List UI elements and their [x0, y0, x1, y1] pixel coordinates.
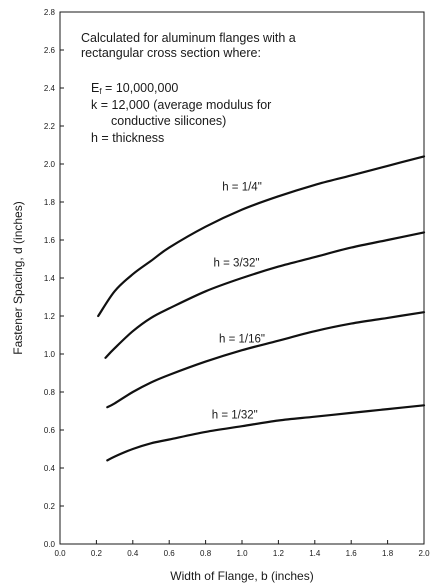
annotation-line-1: Calculated for aluminum flanges with a	[81, 31, 296, 45]
y-tick-label: 2.6	[44, 46, 56, 55]
annotation-k: k = 12,000 (average modulus for	[91, 98, 271, 112]
x-axis-ticks: 0.0 0.2 0.4 0.6 0.8 1.0 1.2 1.4 1.6 1.8 2.0	[54, 540, 430, 558]
y-tick-label: 1.4	[44, 274, 56, 283]
series-curves	[97, 155, 426, 462]
x-axis-label: Width of Flange, b (inches)	[170, 569, 313, 583]
y-tick-label: 0.4	[44, 464, 56, 473]
x-tick-label: 0.4	[127, 549, 139, 558]
y-tick-label: 1.6	[44, 236, 56, 245]
y-tick-label: 0.6	[44, 426, 56, 435]
y-tick-label: 2.8	[44, 8, 56, 17]
series-label-4: h = 1/32"	[212, 410, 258, 422]
x-tick-label: 1.0	[236, 549, 248, 558]
annotation-ef: Ef = 10,000,000	[91, 81, 178, 96]
y-tick-label: 2.2	[44, 122, 56, 131]
y-tick-label: 1.0	[44, 350, 56, 359]
y-tick-label: 2.0	[44, 160, 56, 169]
y-tick-label: 0.0	[44, 540, 56, 549]
series-line-3	[106, 311, 426, 409]
ef-symbol: E	[91, 81, 99, 95]
ef-value: = 10,000,000	[102, 81, 179, 95]
x-tick-label: 1.2	[273, 549, 285, 558]
x-tick-label: 0.6	[164, 549, 176, 558]
y-tick-label: 0.2	[44, 502, 56, 511]
x-tick-label: 1.6	[346, 549, 358, 558]
y-axis-label: Fastener Spacing, d (inches)	[11, 201, 25, 354]
series-label-1: h = 1/4"	[222, 182, 262, 194]
y-tick-label: 1.8	[44, 198, 56, 207]
series-label-2: h = 3/32"	[214, 258, 260, 270]
annotation-block: Calculated for aluminum flanges with a r…	[81, 31, 296, 145]
annotation-k-cont: conductive silicones)	[111, 114, 226, 128]
series-label-3: h = 1/16"	[219, 334, 265, 346]
y-tick-label: 1.2	[44, 312, 56, 321]
y-tick-label: 2.4	[44, 84, 56, 93]
y-axis-ticks: 0.0 0.2 0.4 0.6 0.8 1.0 1.2 1.4 1.6 1.8 2.0 2.2 2.4 2…	[44, 8, 64, 549]
annotation-h: h = thickness	[91, 131, 164, 145]
x-tick-label: 0.2	[91, 549, 103, 558]
x-tick-label: 0.8	[200, 549, 212, 558]
series-line-4	[106, 404, 426, 462]
x-tick-label: 0.0	[54, 549, 66, 558]
series-line-2	[104, 231, 426, 359]
x-tick-label: 1.8	[382, 549, 394, 558]
ef-subscript: f	[99, 87, 102, 96]
x-tick-label: 1.4	[309, 549, 321, 558]
x-tick-label: 2.0	[418, 549, 430, 558]
annotation-line-2: rectangular cross section where:	[81, 46, 261, 60]
series-labels: h = 1/4" h = 3/32" h = 1/16" h = 1/32"	[212, 182, 265, 422]
y-tick-label: 0.8	[44, 388, 56, 397]
series-line-1	[97, 155, 426, 318]
